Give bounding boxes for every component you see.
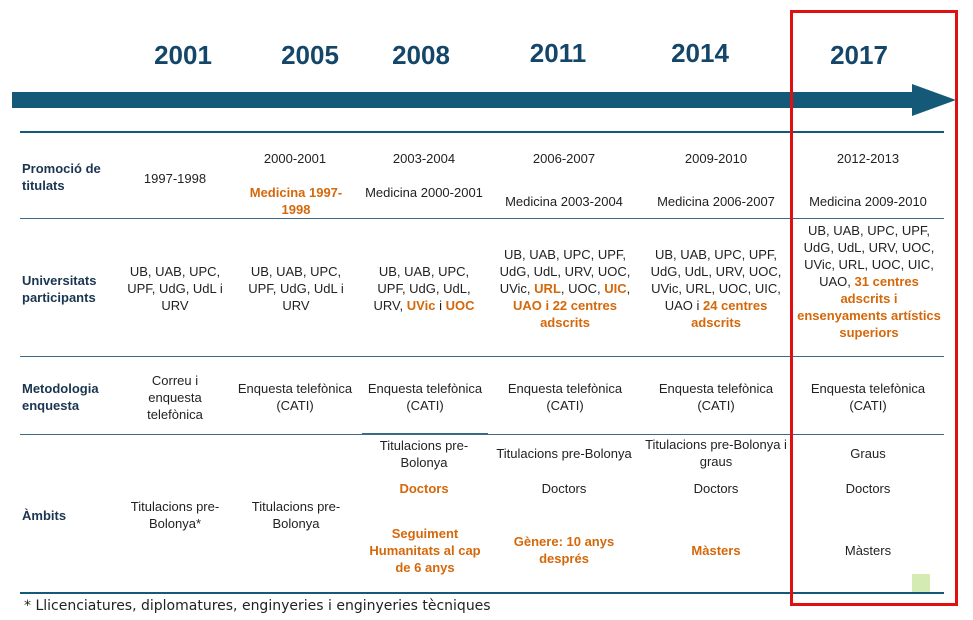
cell-metodologia-2001: Correu i enquesta telefònica [147,373,203,422]
highlight-box-2017 [790,10,958,606]
universitats-2017-adscrits: 31 centres adscrits i ensenyaments artís… [797,274,941,340]
cell-ambits-2014-prebolonya: Titulacions pre-Bolonya i graus [645,437,787,469]
timeline-arrow-shaft [12,92,918,108]
cell-ambits-2001: Titulacions pre-Bolonya* [130,499,220,531]
cell-metodologia-2008: Enquesta telefònica (CATI) [367,381,483,413]
cell-ambits-2008-prebolonya: Titulacions pre-Bolonya [379,438,469,470]
cell-ambits-2011-genere: Gènere: 10 anys després [513,534,615,566]
row-divider [20,218,944,219]
cell-universitats-2014: UB, UAB, UPC, UPF, UdG, UdL, URV, UOC, U… [643,246,789,331]
cell-promocio-2014-medicina: Medicina 2006-2007 [657,194,775,209]
cell-universitats-2005: UB, UAB, UPC, UPF, UdG, UdL i URV [248,264,344,313]
universitats-2011-text: UB, UAB, UPC, UPF, UdG, UdL, URV, UOC, U… [499,247,631,296]
cell-universitats-2008: UB, UAB, UPC, UPF, UdG, UdL, URV, UVic i… [365,263,483,314]
ambits-2008-underline [362,433,488,435]
year-2001: 2001 [154,40,212,70]
universitats-2008-text: UB, UAB, UPC, UPF, UdG, UdL, URV, [373,264,471,313]
cell-promocio-2017-medicina: Medicina 2009-2010 [809,194,927,209]
cell-ambits-2005: Titulacions pre-Bolonya [251,499,341,531]
year-2011: 2011 [529,38,587,68]
cell-ambits-2017-doctors: Doctors [845,481,891,496]
cell-promocio-2011: 2006-2007 [532,151,596,166]
year-2008: 2008 [392,40,450,70]
universitats-2011-adscrits: UAO i 22 centres adscrits [512,298,618,330]
universitats-2011-comma: , [626,281,631,296]
cell-ambits-2011-doctors: Doctors [541,481,587,496]
cell-universitats-2011: UB, UAB, UPC, UPF, UdG, UdL, URV, UOC, U… [492,246,638,331]
row-label-ambits: Àmbits [22,508,67,523]
row-label-metodologia: Metodologia enquesta [22,381,99,413]
cell-universitats-2001: UB, UAB, UPC, UPF, UdG, UdL i URV [127,264,223,313]
decorative-square [912,574,930,592]
cell-metodologia-2005: Enquesta telefònica (CATI) [237,381,353,413]
universitats-2008-i: i [439,298,442,313]
cell-ambits-2017-graus: Graus [850,446,886,461]
cell-metodologia-2014: Enquesta telefònica (CATI) [658,381,774,413]
table-top-border [20,131,944,133]
universitats-2008-uvic: UVic [406,298,436,313]
universitats-2011-url: URL [534,281,561,296]
cell-ambits-2014-doctors: Doctors [693,481,739,496]
cell-ambits-2014-masters: Màsters [691,543,741,558]
universitats-2014-adscrits: 24 centres adscrits [691,298,768,330]
universitats-2008-uoc: UOC [445,298,475,313]
cell-ambits-2008-doctors: Doctors [399,481,449,496]
cell-promocio-2001: 1997-1998 [143,171,207,186]
universitats-2017-text: UB, UAB, UPC, UPF, UdG, UdL, URV, UOC, U… [803,223,935,289]
cell-ambits-2017-masters: Màsters [844,543,892,558]
timeline-arrow-head-icon [912,84,956,116]
cell-promocio-2011-medicina: Medicina 2003-2004 [505,194,623,209]
cell-promocio-2008: 2003-2004 [392,151,456,166]
row-label-universitats: Universitats participants [22,273,97,305]
row-divider [20,356,944,357]
cell-metodologia-2011: Enquesta telefònica (CATI) [507,381,623,413]
cell-metodologia-2017: Enquesta telefònica (CATI) [810,381,926,413]
cell-promocio-2005-medicina: Medicina 1997-1998 [249,185,343,217]
row-label-promocio: Promoció de titulats [22,161,101,193]
cell-universitats-2017: UB, UAB, UPC, UPF, UdG, UdL, URV, UOC, U… [796,222,942,341]
universitats-2014-text: UB, UAB, UPC, UPF, UdG, UdL, URV, UOC, U… [650,247,782,313]
cell-promocio-2017: 2012-2013 [836,151,900,166]
cell-ambits-2008-humanitats: Seguiment Humanitats al cap de 6 anys [369,526,481,575]
table-bottom-border [20,592,944,594]
year-2005: 2005 [281,40,339,70]
cell-ambits-2011-prebolonya: Titulacions pre-Bolonya [496,446,632,461]
cell-promocio-2014: 2009-2010 [684,151,748,166]
year-2014: 2014 [671,38,729,68]
cell-promocio-2005: 2000-2001 [263,151,327,166]
year-2017: 2017 [830,40,888,70]
universitats-2011-uoc: , UOC, [560,281,601,296]
universitats-2011-uic: UIC [604,281,627,296]
footnote: * Llicenciatures, diplomatures, enginyer… [24,598,491,614]
cell-promocio-2008-medicina: Medicina 2000-2001 [365,185,483,200]
